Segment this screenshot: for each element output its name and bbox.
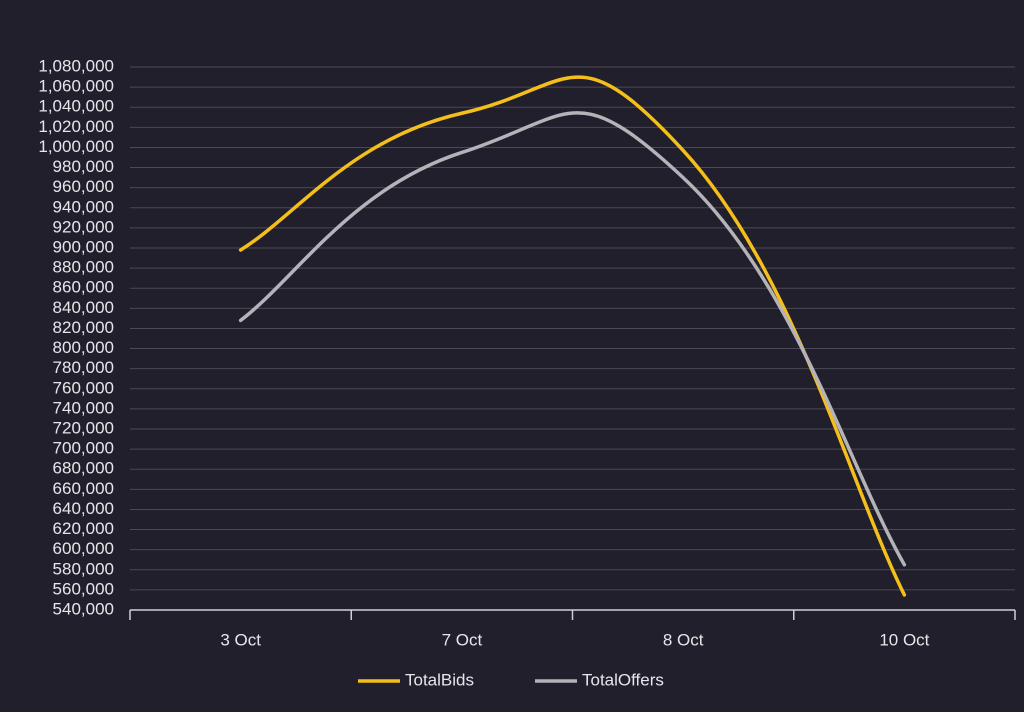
y-tick-label: 700,000 xyxy=(53,439,114,458)
y-tick-label: 880,000 xyxy=(53,258,114,277)
y-tick-label: 540,000 xyxy=(53,599,114,618)
y-tick-label: 1,000,000 xyxy=(38,137,114,156)
y-tick-label: 580,000 xyxy=(53,559,114,578)
y-tick-label: 640,000 xyxy=(53,499,114,518)
y-tick-label: 980,000 xyxy=(53,157,114,176)
legend-label: TotalOffers xyxy=(582,670,664,689)
y-tick-label: 960,000 xyxy=(53,177,114,196)
y-tick-label: 840,000 xyxy=(53,298,114,317)
y-tick-label: 900,000 xyxy=(53,237,114,256)
y-tick-label: 560,000 xyxy=(53,579,114,598)
x-tick-label: 7 Oct xyxy=(442,630,483,649)
series-line xyxy=(238,111,907,567)
series-line xyxy=(238,75,907,597)
y-tick-label: 800,000 xyxy=(53,338,114,357)
x-tick-label: 10 Oct xyxy=(879,630,929,649)
y-tick-label: 1,020,000 xyxy=(38,117,114,136)
x-tick-label: 3 Oct xyxy=(220,630,261,649)
y-tick-label: 660,000 xyxy=(53,479,114,498)
y-tick-label: 1,060,000 xyxy=(38,77,114,96)
y-tick-label: 860,000 xyxy=(53,278,114,297)
y-tick-label: 820,000 xyxy=(53,318,114,337)
y-tick-label: 620,000 xyxy=(53,519,114,538)
y-tick-label: 1,040,000 xyxy=(38,97,114,116)
y-tick-label: 920,000 xyxy=(53,217,114,236)
y-tick-label: 740,000 xyxy=(53,398,114,417)
y-tick-label: 760,000 xyxy=(53,378,114,397)
y-tick-label: 940,000 xyxy=(53,197,114,216)
legend-label: TotalBids xyxy=(405,670,474,689)
y-tick-label: 600,000 xyxy=(53,539,114,558)
y-tick-label: 780,000 xyxy=(53,358,114,377)
x-tick-label: 8 Oct xyxy=(663,630,704,649)
y-tick-label: 720,000 xyxy=(53,418,114,437)
y-tick-label: 1,080,000 xyxy=(38,56,114,75)
y-tick-label: 680,000 xyxy=(53,459,114,478)
